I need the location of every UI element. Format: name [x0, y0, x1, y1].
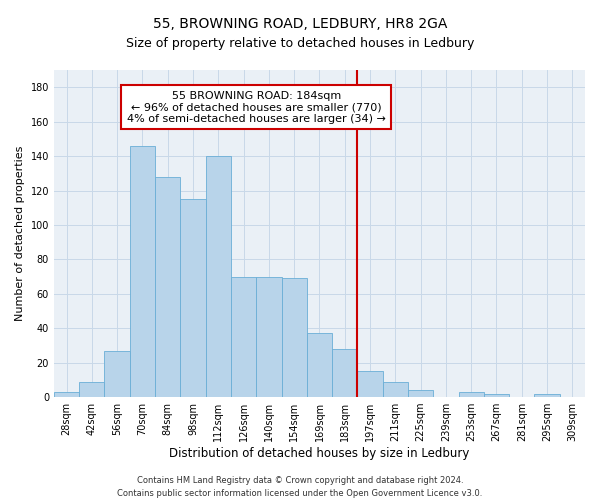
Text: Contains HM Land Registry data © Crown copyright and database right 2024.
Contai: Contains HM Land Registry data © Crown c… — [118, 476, 482, 498]
Bar — [484, 394, 509, 397]
X-axis label: Distribution of detached houses by size in Ledbury: Distribution of detached houses by size … — [169, 447, 470, 460]
Bar — [54, 392, 79, 397]
Bar — [181, 199, 206, 397]
Bar — [332, 349, 358, 397]
Bar — [358, 372, 383, 397]
Bar — [535, 394, 560, 397]
Bar — [130, 146, 155, 397]
Bar — [104, 350, 130, 397]
Bar — [408, 390, 433, 397]
Bar — [307, 334, 332, 397]
Text: 55, BROWNING ROAD, LEDBURY, HR8 2GA: 55, BROWNING ROAD, LEDBURY, HR8 2GA — [153, 18, 447, 32]
Text: Size of property relative to detached houses in Ledbury: Size of property relative to detached ho… — [126, 38, 474, 51]
Bar — [79, 382, 104, 397]
Text: 55 BROWNING ROAD: 184sqm
← 96% of detached houses are smaller (770)
4% of semi-d: 55 BROWNING ROAD: 184sqm ← 96% of detach… — [127, 90, 386, 124]
Bar — [458, 392, 484, 397]
Bar — [231, 276, 256, 397]
Bar — [256, 276, 281, 397]
Y-axis label: Number of detached properties: Number of detached properties — [15, 146, 25, 321]
Bar — [383, 382, 408, 397]
Bar — [281, 278, 307, 397]
Bar — [155, 176, 181, 397]
Bar — [206, 156, 231, 397]
